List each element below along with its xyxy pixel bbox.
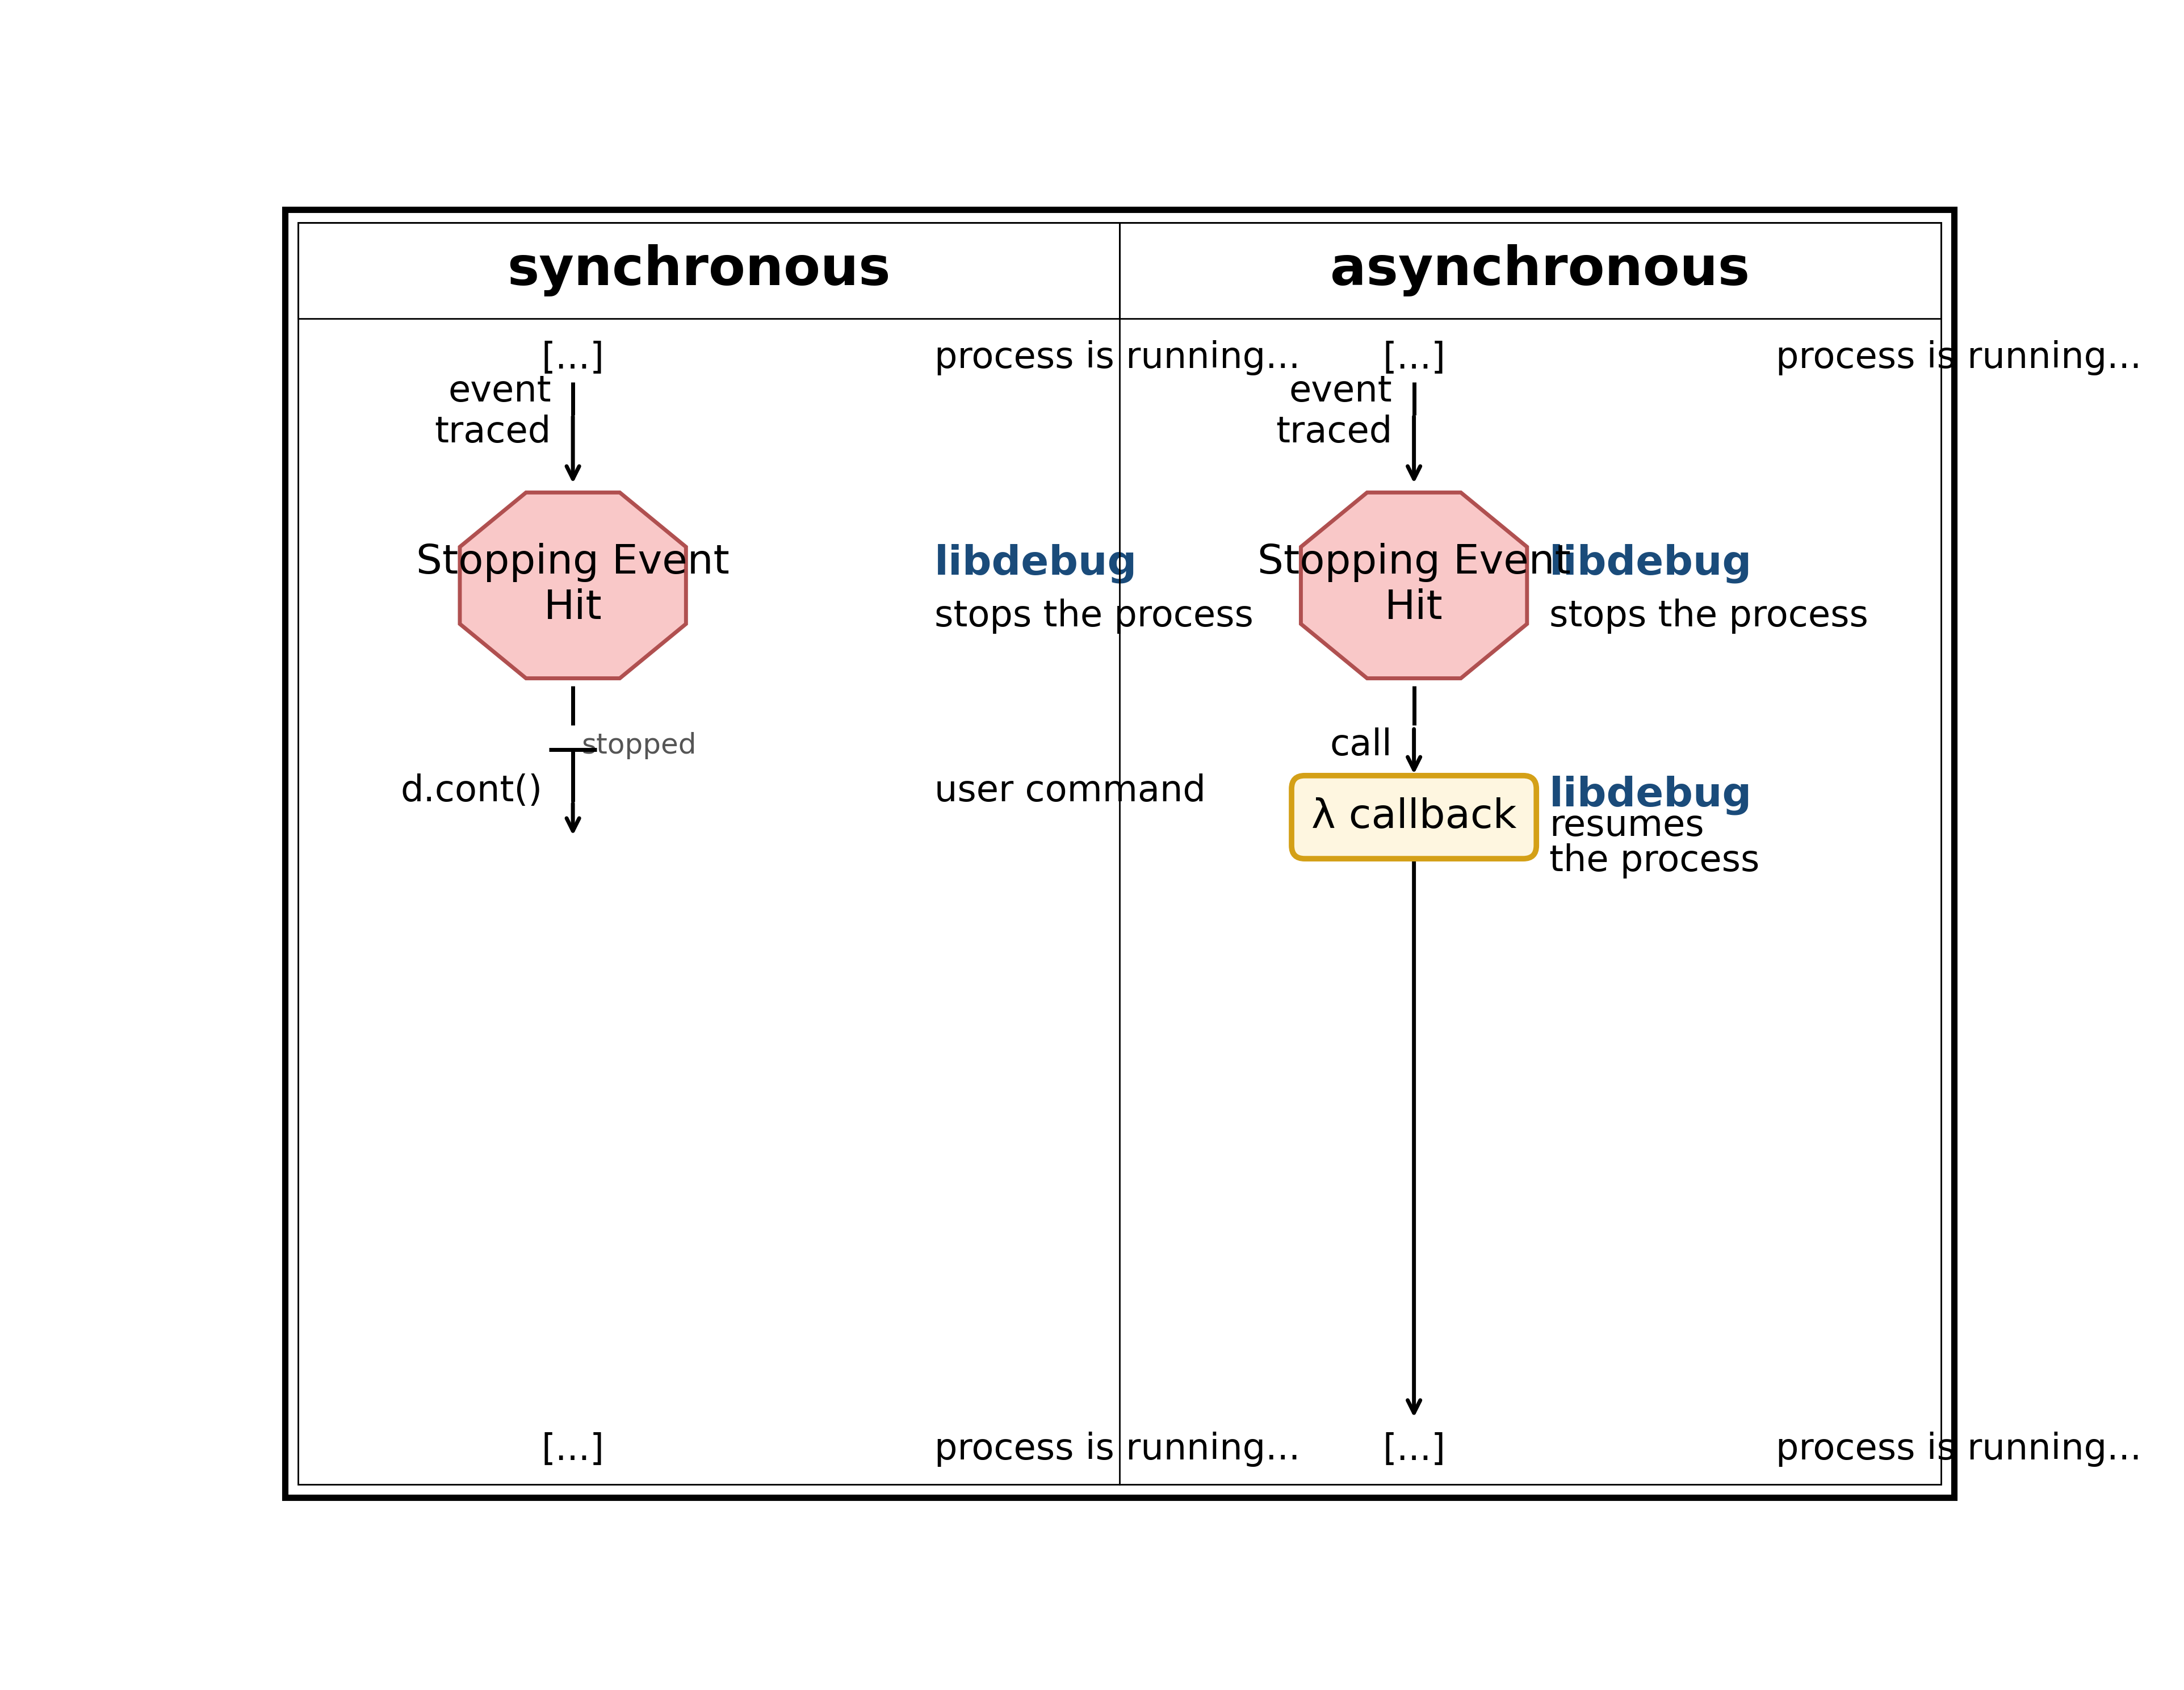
Text: Stopping Event
Hit: Stopping Event Hit bbox=[417, 542, 729, 627]
Text: Stopping Event
Hit: Stopping Event Hit bbox=[1258, 542, 1570, 627]
Text: libdebug: libdebug bbox=[935, 544, 1138, 583]
Text: libdebug: libdebug bbox=[1548, 776, 1752, 815]
Text: process is running...: process is running... bbox=[935, 1431, 1299, 1467]
Text: process is running...: process is running... bbox=[1776, 1431, 2140, 1467]
Bar bbox=[299, 223, 1118, 319]
Text: the process: the process bbox=[1548, 843, 1760, 879]
Text: libdebug: libdebug bbox=[1548, 544, 1752, 583]
Text: resumes: resumes bbox=[1548, 808, 1704, 843]
Text: process is running...: process is running... bbox=[1776, 340, 2140, 375]
Polygon shape bbox=[1299, 492, 1527, 678]
Text: [...]: [...] bbox=[542, 1431, 605, 1467]
Text: λ callback: λ callback bbox=[1310, 798, 1516, 837]
Text: asynchronous: asynchronous bbox=[1330, 245, 1749, 297]
Text: user command: user command bbox=[935, 774, 1206, 808]
Polygon shape bbox=[459, 492, 686, 678]
Text: stops the process: stops the process bbox=[1548, 598, 1867, 634]
Text: [...]: [...] bbox=[542, 340, 605, 375]
Text: stops the process: stops the process bbox=[935, 598, 1254, 634]
Text: stopped: stopped bbox=[581, 732, 697, 759]
Bar bbox=[1118, 223, 1939, 319]
Text: [...]: [...] bbox=[1382, 340, 1446, 375]
Text: process is running...: process is running... bbox=[935, 340, 1299, 375]
Text: call: call bbox=[1330, 727, 1391, 762]
Text: synchronous: synchronous bbox=[507, 245, 891, 297]
Text: event
traced: event traced bbox=[435, 373, 550, 450]
Text: d.cont(): d.cont() bbox=[400, 774, 542, 808]
FancyBboxPatch shape bbox=[1291, 776, 1535, 859]
Text: [...]: [...] bbox=[1382, 1431, 1446, 1467]
Text: event
traced: event traced bbox=[1275, 373, 1391, 450]
